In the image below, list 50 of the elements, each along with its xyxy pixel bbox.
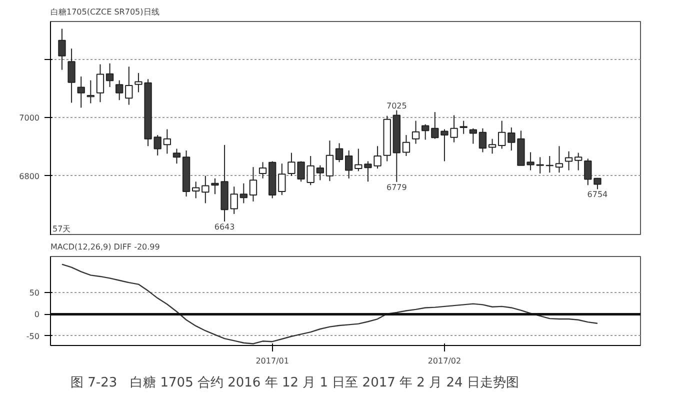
chart-title: 白糖1705(CZCE SR705)日线	[50, 8, 160, 16]
candlestick	[278, 163, 286, 196]
candlestick	[498, 120, 506, 150]
candlestick	[555, 146, 564, 174]
candlestick	[412, 120, 420, 144]
candlestick	[77, 76, 85, 108]
candlestick	[460, 120, 468, 134]
candlestick	[230, 186, 238, 214]
x-tick-label: 2017/01	[256, 356, 289, 366]
candlestick	[488, 138, 496, 154]
annotation: 6779	[386, 182, 407, 192]
candlestick	[172, 148, 181, 164]
chart-title: MACD(12,26,9) DIFF -20.99	[50, 242, 160, 252]
candlestick	[68, 48, 76, 104]
candlestick	[106, 62, 114, 88]
caption: 图 7-23 白糖 1705 合约 2016 年 12 月 1 日至 2017 年 2 月 24 日走势图	[70, 376, 519, 390]
candlestick	[58, 28, 66, 70]
y-tick-label: -50	[26, 332, 40, 341]
candlestick	[258, 162, 267, 179]
candlestick	[574, 152, 582, 171]
candlestick	[154, 134, 162, 156]
candlestick	[564, 150, 573, 171]
line-series	[61, 264, 598, 344]
candlestick	[163, 128, 172, 154]
x-tick-label: 2017/02	[428, 356, 462, 366]
candlestick	[125, 66, 133, 106]
candlestick	[116, 80, 124, 101]
candlestick	[96, 64, 104, 103]
y-tick-label: 0	[34, 310, 40, 320]
candlestick	[306, 156, 314, 186]
annotation: 6754	[587, 190, 608, 200]
candlestick	[478, 128, 487, 153]
candlestick	[422, 124, 430, 140]
candlestick	[86, 80, 95, 104]
candlestick	[316, 164, 324, 181]
candlestick	[335, 142, 344, 163]
candlestick	[345, 150, 353, 179]
y-tick-label: 7000	[19, 114, 40, 123]
candlestick	[202, 175, 210, 204]
candlestick	[402, 134, 410, 157]
annotation: 6643	[214, 222, 235, 232]
y-tick-label: 6800	[19, 172, 40, 181]
y-tick-label: 50	[29, 288, 40, 298]
candlestick	[240, 182, 248, 204]
candlestick	[326, 140, 334, 182]
candlestick	[192, 181, 200, 199]
annotation: 57天	[52, 224, 71, 234]
annotation: 7025	[386, 101, 407, 110]
candlestick	[249, 166, 258, 202]
candlestick	[469, 128, 478, 144]
